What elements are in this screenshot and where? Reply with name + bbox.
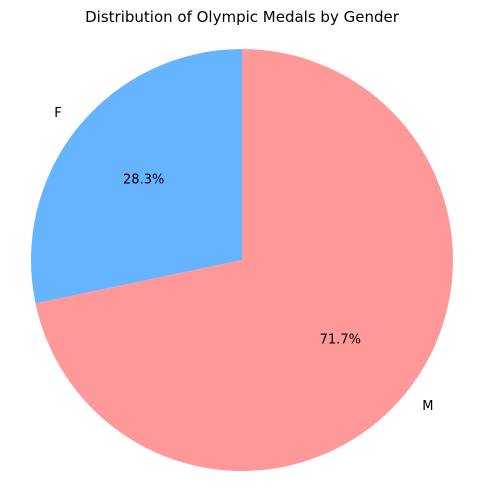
pie-labels: 28.3% F 71.7% M: [54, 106, 433, 414]
chart-title: Distribution of Olympic Medals by Gender: [85, 8, 400, 26]
pie-slices: [30, 49, 453, 472]
pie-percent-label-f: 28.3%: [123, 173, 164, 188]
pie-slice-m: [35, 49, 453, 472]
pie-category-label-f: F: [54, 106, 61, 121]
pie-percent-label-m: 71.7%: [320, 332, 361, 347]
pie-category-label-m: M: [422, 399, 433, 414]
pie-slice-f: [30, 49, 242, 304]
